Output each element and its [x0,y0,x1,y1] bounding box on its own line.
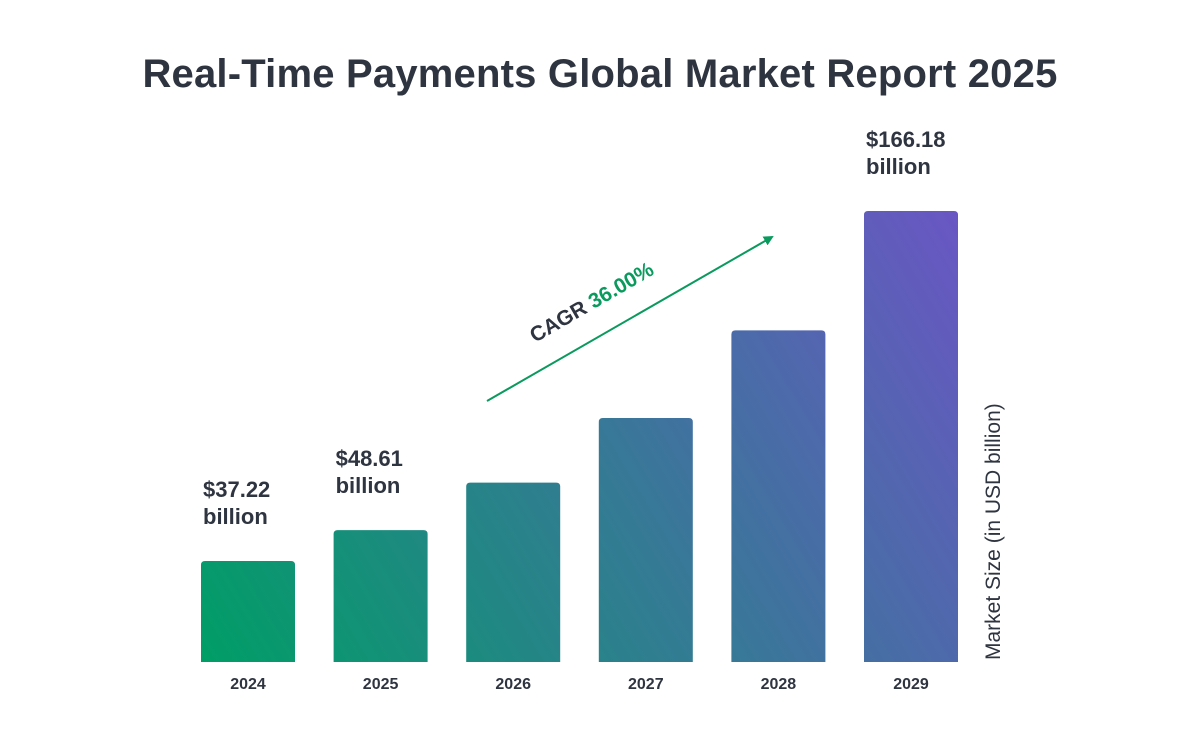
data-label-2029: $166.18 billion [866,127,946,179]
x-tick-label-2024: 2024 [230,676,266,693]
x-tick-label-2028: 2028 [761,676,797,693]
bar-2029 [864,211,958,662]
x-tick-label-2025: 2025 [363,676,399,693]
bar-2028 [731,330,826,662]
bar-2024 [201,560,295,662]
bar-2025 [333,530,428,662]
value-labels-group: $37.22 billion $48.61 billion $166.18 billion [203,127,946,529]
data-label-2024: $37.22 billion [203,477,270,529]
category-labels-group: 2024 2025 2026 2027 2028 2029 [230,676,929,693]
cagr-arrow [486,236,774,402]
x-tick-label-2029: 2029 [893,676,929,693]
bar-2026 [466,482,561,662]
cagr-prefix: CAGR [526,294,596,348]
x-tick-label-2027: 2027 [628,676,664,693]
bars-group [201,211,958,662]
x-tick-label-2026: 2026 [495,676,531,693]
cagr-annotation: CAGR 36.00% [526,258,658,348]
y-axis-label: Market Size (in USD billion) [982,403,1005,660]
bar-2027 [598,418,693,662]
chart-title: Real-Time Payments Global Market Report … [142,52,1058,96]
cagr-value: 36.00% [585,258,658,314]
data-label-2025: $48.61 billion [336,446,403,498]
